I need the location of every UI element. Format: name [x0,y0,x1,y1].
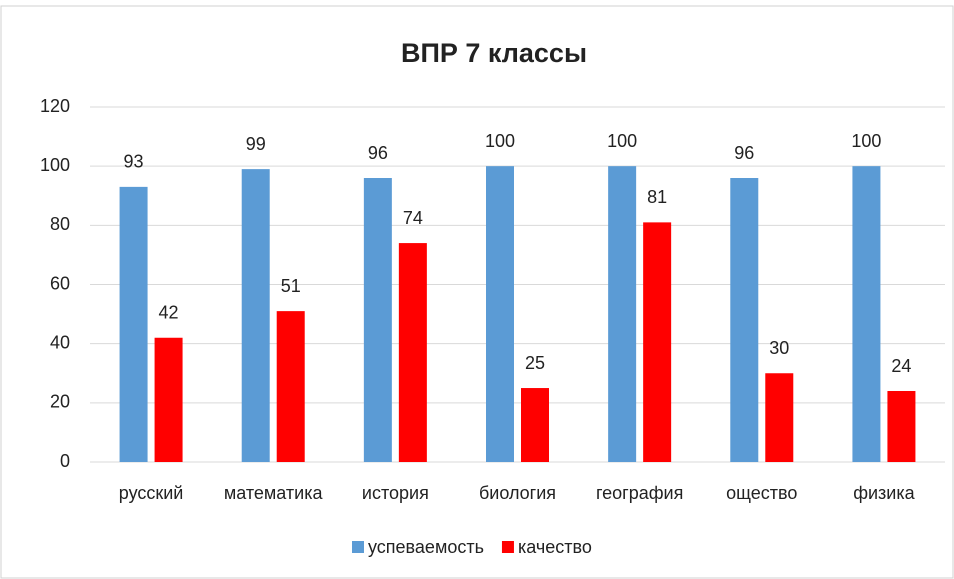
y-tick-label: 20 [50,392,70,412]
y-tick-label: 120 [40,96,70,116]
legend-label: качество [518,537,592,557]
data-label: 74 [403,208,423,228]
bar [154,337,183,462]
data-label: 51 [281,276,301,296]
bar [276,311,305,462]
bar [398,243,427,462]
data-label: 25 [525,353,545,373]
bar [887,391,916,462]
y-tick-label: 60 [50,273,70,293]
data-label: 100 [485,131,515,151]
data-label: 24 [891,356,911,376]
bar [730,178,759,462]
data-label: 96 [734,143,754,163]
x-tick-label: ощество [726,483,797,503]
chart-title: ВПР 7 классы [401,38,587,68]
x-tick-label: физика [853,483,915,503]
data-label: 100 [851,131,881,151]
data-label: 93 [124,152,144,172]
bar [486,166,514,462]
x-tick-label: история [362,483,429,503]
bar [608,166,637,462]
y-tick-label: 40 [50,332,70,352]
y-tick-label: 100 [40,155,70,175]
y-tick-label: 0 [60,451,70,471]
legend-swatch [352,541,364,553]
bar [643,222,672,462]
data-label: 100 [607,131,637,151]
legend-label: успеваемость [368,537,484,557]
data-label: 81 [647,187,667,207]
bar [119,186,148,462]
y-tick-label: 80 [50,214,70,234]
data-label: 42 [159,303,179,323]
x-tick-label: математика [224,483,324,503]
data-label: 96 [368,143,388,163]
x-tick-label: биология [479,483,556,503]
data-label: 99 [246,134,266,154]
bar [521,388,549,462]
data-label: 30 [769,338,789,358]
x-tick-label: русский [119,483,184,503]
chart-border [0,5,954,579]
bar [852,166,881,462]
bar [241,169,270,462]
x-tick-label: география [596,483,683,503]
bar [765,373,794,462]
bar [363,178,392,462]
legend-swatch [501,541,514,553]
